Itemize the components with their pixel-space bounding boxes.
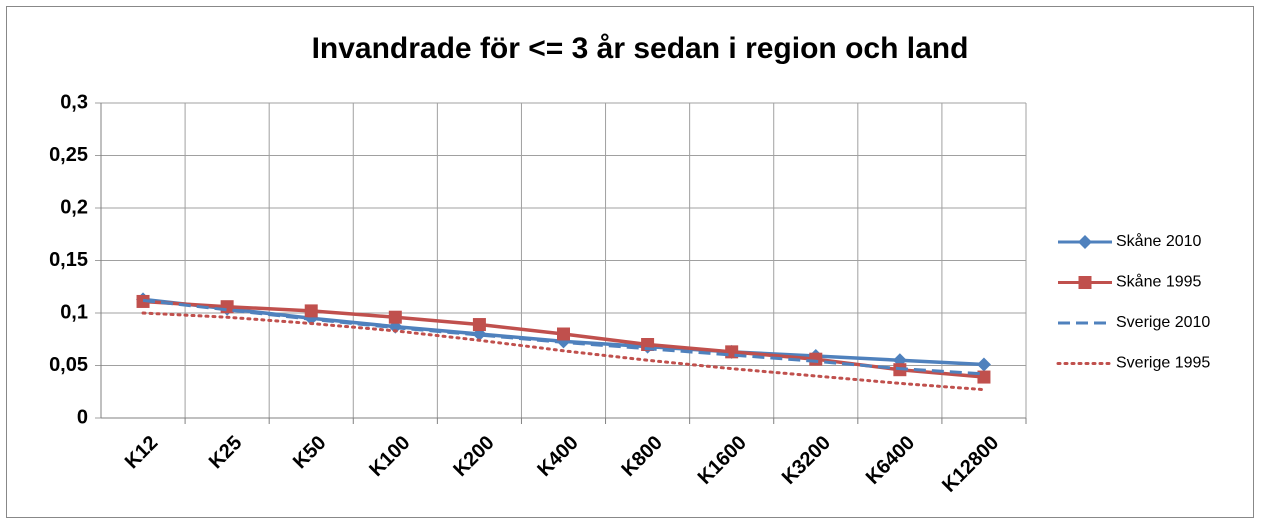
legend-label: Sverige 2010 — [1116, 314, 1210, 331]
marker — [304, 304, 318, 318]
chart-title: Invandrade för <= 3 år sedan i region oc… — [312, 32, 969, 65]
y-tick-label: 0 — [77, 406, 88, 428]
marker — [472, 318, 486, 332]
marker — [809, 352, 823, 366]
series-line — [141, 311, 986, 392]
y-tick-label: 0,2 — [60, 196, 88, 218]
marker — [976, 357, 991, 372]
marker — [557, 327, 570, 341]
y-tick-label: 0,1 — [60, 301, 88, 323]
marker — [220, 300, 234, 314]
legend-label: Skåne 1995 — [1116, 273, 1202, 291]
legend-label: Sverige 1995 — [1116, 355, 1210, 372]
y-tick-label: 0,3 — [60, 91, 88, 113]
marker — [388, 310, 402, 324]
marker — [1078, 235, 1092, 249]
y-tick-label: 0,05 — [49, 354, 88, 376]
chart-border — [6, 6, 1254, 518]
marker — [977, 370, 991, 384]
series-line — [142, 298, 985, 376]
y-tick-label: 0,25 — [49, 144, 88, 166]
legend-label: Skåne 2010 — [1116, 232, 1202, 250]
y-tick-label: 0,15 — [49, 249, 88, 271]
marker — [1078, 276, 1092, 289]
